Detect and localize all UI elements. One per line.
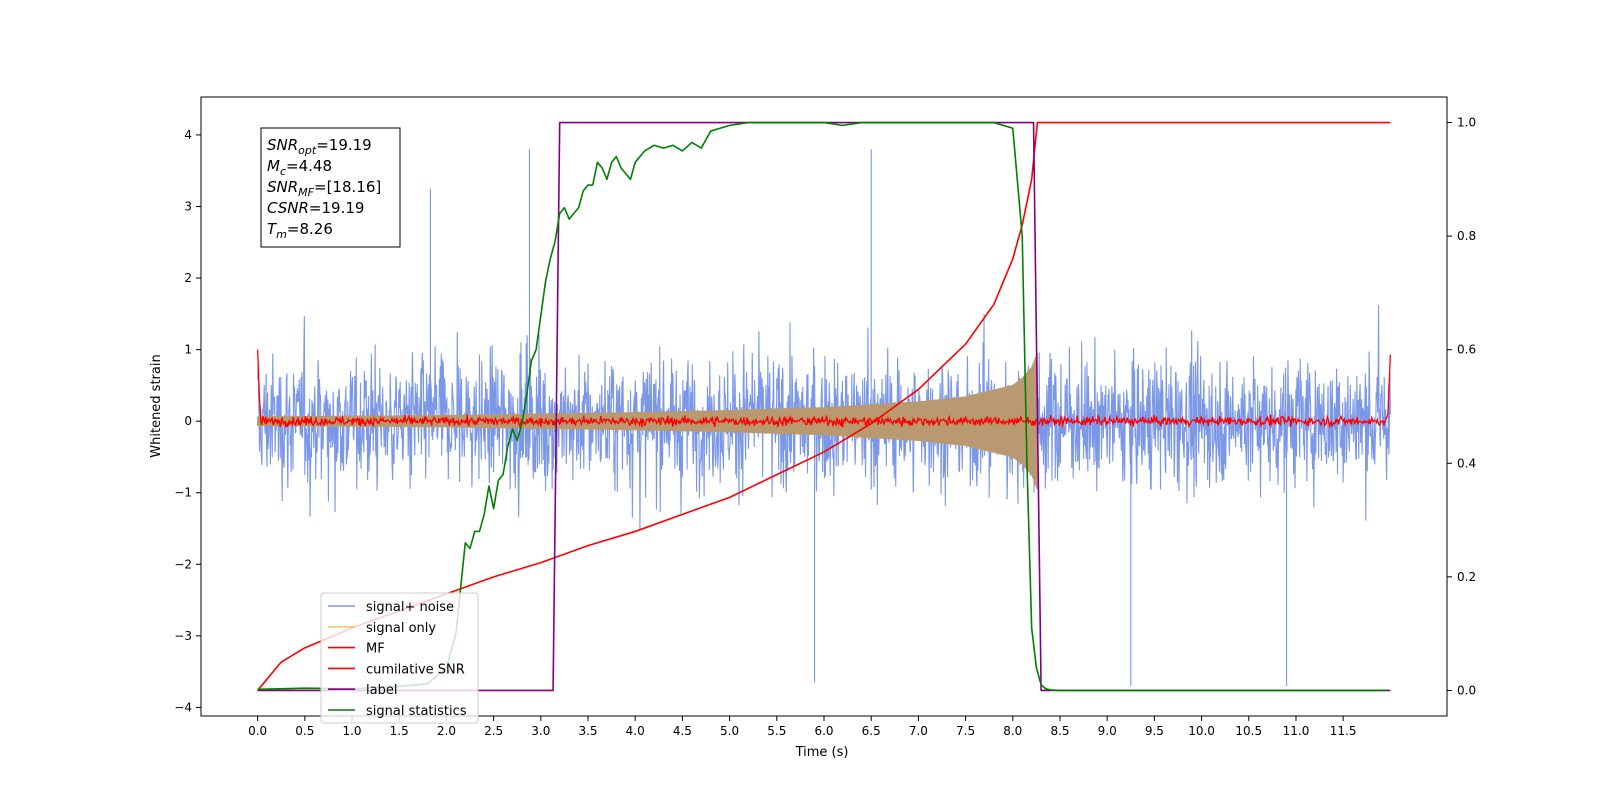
- x-axis-label: Time (s): [795, 745, 849, 760]
- series-signal-only: [257, 353, 1038, 490]
- x-tick-label: 8.0: [1003, 724, 1022, 738]
- annotation-line: SNRopt=19.19: [267, 136, 372, 157]
- legend-label: cumilative SNR: [366, 662, 465, 677]
- series-layer: [256, 121, 1392, 692]
- x-axis: 0.0 0.5 1.0 1.5 2.0 2.5 3.0 3.5 4.0 4.5 5.0 5.5 6.0 6…: [248, 716, 1357, 738]
- y-tick-label: −2: [174, 557, 192, 571]
- y-tick-label: 2: [184, 271, 192, 285]
- x-tick-label: 7.5: [956, 724, 975, 738]
- x-tick-label: 6.0: [814, 724, 833, 738]
- legend-label: label: [366, 683, 397, 698]
- y-tick-label: 4: [184, 128, 192, 142]
- y-axis-label: Whitened strain: [149, 354, 164, 457]
- annotation-line: SNRMF=[18.16]: [267, 178, 381, 199]
- y2-tick-label: 0.8: [1457, 229, 1476, 243]
- x-tick-label: 5.5: [767, 724, 786, 738]
- x-tick-label: 2.0: [437, 724, 456, 738]
- x-tick-label: 11.5: [1330, 724, 1357, 738]
- y-tick-label: −3: [174, 629, 192, 643]
- y2-tick-label: 0.6: [1457, 343, 1476, 357]
- y-axis-right: 1.0 0.8 0.6 0.4 0.2 0.0: [1447, 116, 1476, 697]
- y-axis-left: 4 3 2 1 0 −1 −2 −3 −4: [174, 128, 201, 714]
- y-tick-label: −4: [174, 700, 192, 714]
- x-tick-label: 11.0: [1283, 724, 1310, 738]
- x-tick-label: 5.0: [720, 724, 739, 738]
- y2-tick-label: 0.0: [1457, 683, 1476, 697]
- legend: signal+ noise signal only MF cumilative SNR…: [320, 592, 479, 724]
- x-tick-label: 4.0: [626, 724, 645, 738]
- legend-label: signal statistics: [366, 704, 467, 719]
- x-tick-label: 3.5: [578, 724, 597, 738]
- annotation-frame: [260, 127, 401, 248]
- x-tick-label: 0.5: [295, 724, 314, 738]
- legend-label: signal+ noise: [366, 600, 454, 615]
- legend-frame: [320, 592, 479, 724]
- x-tick-label: 9.0: [1098, 724, 1117, 738]
- x-tick-label: 1.0: [342, 724, 361, 738]
- y-tick-label: 1: [184, 343, 192, 357]
- series-mf: [256, 349, 1392, 430]
- y2-tick-label: 1.0: [1457, 116, 1476, 130]
- x-tick-label: 0.0: [248, 724, 267, 738]
- y-tick-label: −1: [174, 486, 192, 500]
- y2-tick-label: 0.4: [1457, 456, 1476, 470]
- y2-tick-label: 0.2: [1457, 570, 1476, 584]
- annotation-box: SNRopt=19.19Mc=4.48SNRMF=[18.16]CSNR=19.…: [260, 127, 401, 248]
- x-tick-label: 3.0: [531, 724, 550, 738]
- legend-label: MF: [366, 642, 385, 657]
- x-tick-label: 9.5: [1145, 724, 1164, 738]
- y-tick-label: 0: [184, 414, 192, 428]
- legend-label: signal only: [366, 621, 436, 636]
- annotation-line: CSNR=19.19: [267, 199, 364, 217]
- series-signal-statistics: [257, 121, 1386, 692]
- x-tick-label: 10.0: [1188, 724, 1215, 738]
- x-tick-label: 7.0: [909, 724, 928, 738]
- y-tick-label: 3: [184, 199, 192, 213]
- x-tick-label: 6.5: [862, 724, 881, 738]
- annotation-line: Tm=8.26: [267, 220, 333, 241]
- x-tick-label: 2.5: [484, 724, 503, 738]
- x-tick-label: 10.5: [1235, 724, 1262, 738]
- annotation-line: Mc=4.48: [267, 157, 332, 178]
- x-tick-label: 1.5: [390, 724, 409, 738]
- x-tick-label: 4.5: [673, 724, 692, 738]
- x-tick-label: 8.5: [1050, 724, 1069, 738]
